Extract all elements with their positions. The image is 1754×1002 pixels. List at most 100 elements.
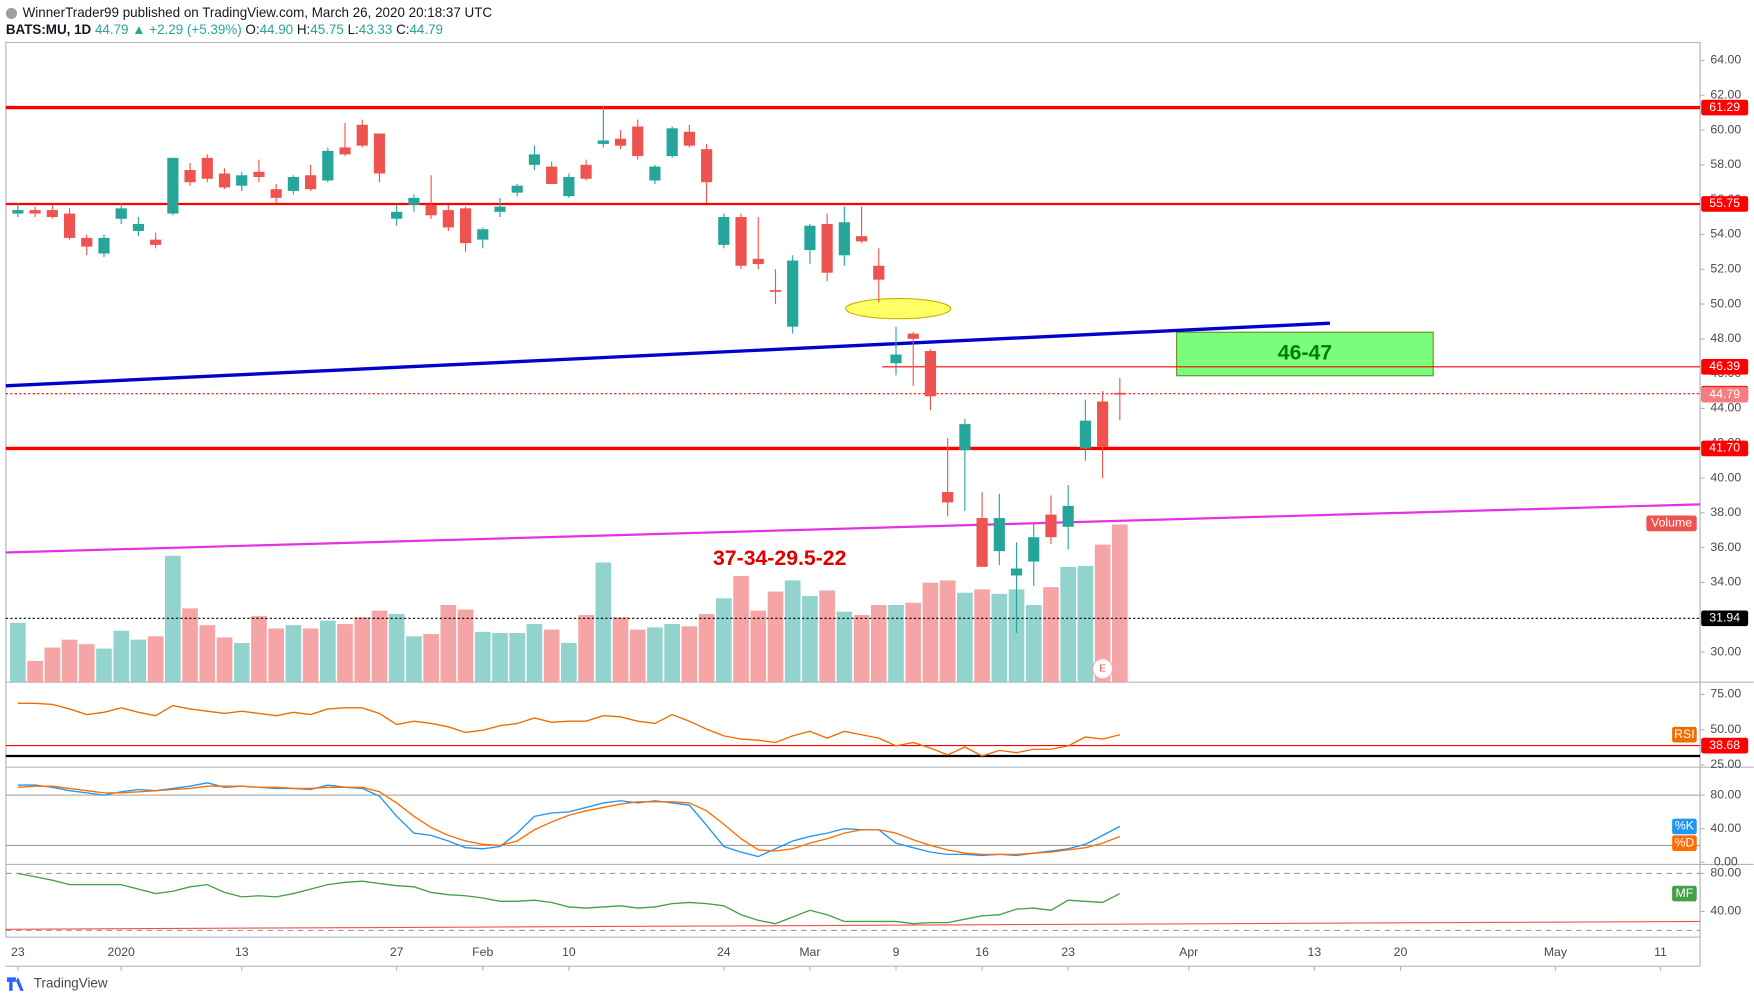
volume-bar [836, 611, 853, 683]
volume-bar [302, 628, 319, 683]
y-tick-label: 34.00 [1710, 575, 1741, 589]
candle-body [1045, 514, 1057, 538]
y-tick-label: 64.00 [1710, 53, 1741, 67]
candle-body [1028, 537, 1040, 562]
trendline [5, 321, 1330, 388]
price-tag [1701, 386, 1749, 403]
volume-bar [974, 589, 990, 683]
brand-name: TradingView [34, 976, 108, 991]
volume-bar [664, 624, 680, 683]
volume-bar [371, 610, 388, 683]
candle-body [563, 177, 575, 197]
price-tag-label: %D [1675, 835, 1695, 849]
volume-bar [10, 622, 26, 683]
volume-bar [216, 637, 233, 683]
y-tick-label: 0.00 [1714, 854, 1738, 868]
price-tag [1701, 610, 1749, 627]
x-tick-label: 20 [1394, 945, 1408, 959]
price-tag-label: 44.79 [1709, 387, 1740, 401]
indicator-line [17, 872, 1121, 925]
candle-body [408, 197, 420, 205]
y-tick-label: 38.00 [1710, 505, 1741, 519]
candle-body [253, 171, 265, 178]
indicator-line [17, 785, 1121, 856]
candle-body [494, 206, 506, 212]
candle-body [752, 258, 764, 265]
candle-body [1097, 401, 1109, 447]
candle-body [115, 208, 127, 219]
volume-bar [853, 615, 870, 683]
x-tick-label: 27 [390, 945, 404, 959]
candle-body [459, 208, 472, 244]
candle-body [305, 175, 317, 190]
candle-body [787, 260, 799, 327]
candle-body [150, 239, 162, 245]
volume-bar [61, 639, 78, 683]
volume-bar [733, 575, 749, 683]
candle-body [821, 223, 833, 273]
price-tag [1672, 726, 1697, 743]
volume-bar [319, 620, 336, 683]
candle-body [683, 131, 695, 146]
annotation: 37-34-29.5-22 [713, 546, 846, 570]
candle-body [425, 204, 437, 216]
trendline [5, 920, 1701, 930]
candle-body [959, 424, 971, 451]
candle-body [218, 173, 231, 188]
volume-bar [388, 613, 405, 683]
candle-body [666, 128, 678, 157]
volume-bar [939, 580, 956, 683]
change: ▲ +2.29 (+5.39%) [132, 22, 241, 37]
y-tick-label: 25.00 [1710, 757, 1741, 771]
candle-body [29, 210, 41, 214]
volume-bar [406, 636, 422, 683]
price-tag-label: 46.39 [1709, 359, 1740, 373]
ohlc-key: L: [348, 22, 359, 37]
indicator-line [17, 702, 1120, 757]
volume-bar [1077, 565, 1094, 683]
price-tag-label: 55.75 [1709, 196, 1740, 210]
x-tick-label: 13 [1308, 945, 1322, 959]
price-tag [1701, 99, 1749, 116]
volume-bar [1025, 605, 1042, 683]
y-tick-label: 80.00 [1710, 787, 1741, 801]
volume-bar [681, 626, 698, 683]
y-tick-label: 60.00 [1710, 122, 1741, 136]
candle-body [1062, 505, 1074, 527]
volume-bar [96, 648, 112, 683]
candle-body [98, 237, 110, 254]
volume-bar [1008, 589, 1025, 683]
ohlc-key: O: [245, 22, 259, 37]
candle-body [838, 222, 850, 256]
volume-bar [647, 627, 663, 683]
volume-bar [629, 629, 646, 683]
volume-bar [802, 596, 818, 683]
y-tick-label: 75.00 [1710, 687, 1741, 701]
candle-body [1079, 420, 1091, 449]
volume-bar [819, 590, 835, 683]
candle-body [993, 518, 1005, 552]
price-tag [1701, 196, 1749, 212]
price-tag [1701, 737, 1749, 754]
y-tick-label: 44.00 [1710, 401, 1741, 415]
candle-body [1010, 568, 1023, 576]
x-tick-label: 24 [717, 945, 731, 959]
volume-bar [750, 610, 767, 683]
price-tag-label: MF [1676, 886, 1694, 900]
candle-body [649, 166, 661, 181]
volume-bar [784, 580, 801, 683]
candle-body [322, 150, 334, 181]
price-tag-label: 31.94 [1709, 611, 1740, 625]
volume-bar [233, 643, 250, 683]
ohlc-value: 44.79 [409, 22, 443, 37]
volume-bar [182, 608, 198, 683]
candle-body [477, 229, 489, 240]
volume-bar [251, 616, 267, 683]
y-tick-label: 54.00 [1710, 227, 1741, 241]
candle-body [184, 170, 196, 183]
candle-body [63, 213, 76, 238]
volume-bar [526, 624, 543, 683]
candle-body [236, 175, 248, 186]
volume-bar [27, 660, 43, 683]
